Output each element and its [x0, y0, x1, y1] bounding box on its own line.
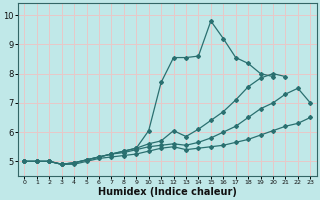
X-axis label: Humidex (Indice chaleur): Humidex (Indice chaleur) — [98, 187, 237, 197]
